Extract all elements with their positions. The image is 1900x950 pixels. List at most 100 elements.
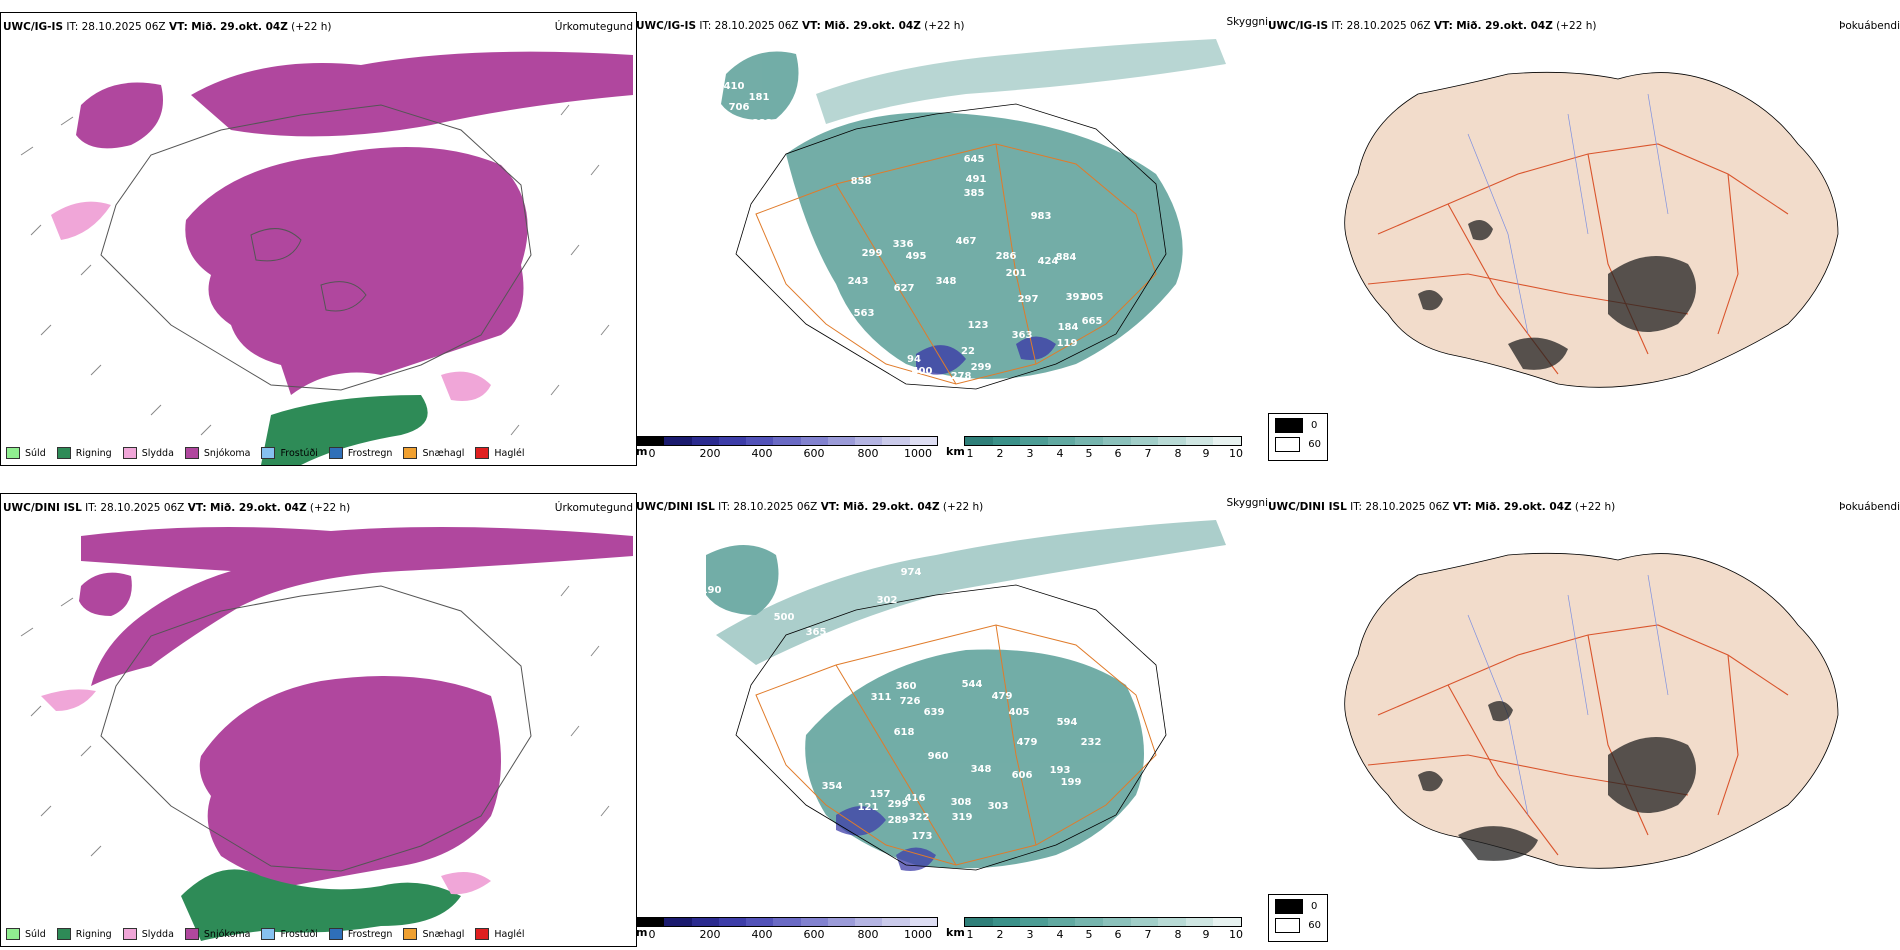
colorbar-tick: 8 <box>1174 928 1182 941</box>
legend-item: Snjókoma <box>184 928 250 940</box>
colorbar-tick: 400 <box>751 447 773 460</box>
cloud-label: 322 <box>909 812 930 823</box>
legend-swatch <box>6 447 20 459</box>
cloud-label: 232 <box>1081 737 1102 748</box>
cloud-label: 286 <box>996 251 1017 262</box>
cloud-label: 726 <box>900 696 921 707</box>
legend-item: Frostúði <box>261 928 318 940</box>
cloud-label: 960 <box>928 751 949 762</box>
cloud-label: 618 <box>894 727 915 738</box>
cloud-label: 606 <box>1012 770 1033 781</box>
cloud-label: 297 <box>1018 294 1039 305</box>
cloud-label: 883 <box>752 118 773 129</box>
cloud-map: 410 181 706 883 437 418 858 645 491 385 … <box>721 39 1226 409</box>
cloud-label: 289 <box>788 223 809 234</box>
colorbar-tick: 4 <box>1056 447 1064 460</box>
legend-swatch <box>184 928 199 940</box>
legend-swatch <box>328 928 343 940</box>
precip-panel-dini: UWC/DINI ISL IT: 28.10.2025 06Z VT: Mið.… <box>0 493 637 947</box>
legend-swatch <box>56 447 71 459</box>
colorbar-unit: km <box>946 926 965 939</box>
panel-header: UWC/DINI ISL IT: 28.10.2025 06Z VT: Mið.… <box>1268 501 1616 513</box>
legend-item: Frostúði <box>261 447 318 459</box>
colorbar-tick: 6 <box>1114 928 1122 941</box>
colorbar-unit: m <box>636 445 648 458</box>
colorbar-tick: 800 <box>857 447 879 460</box>
legend-swatch <box>122 928 137 940</box>
legend-swatch <box>184 447 199 459</box>
cloud-label: 119 <box>1057 338 1078 349</box>
cloud-label: 336 <box>893 239 914 250</box>
cloud-label: 348 <box>971 764 992 775</box>
cloud-label: 181 <box>749 92 770 103</box>
cloud-label: 491 <box>966 174 987 185</box>
cloud-label: 858 <box>851 176 872 187</box>
cloud-label: 22 <box>961 346 975 357</box>
colorbar-tick: 2 <box>996 928 1004 941</box>
legend-swatch <box>403 928 418 940</box>
fog-panel-ig: UWC/IG-IS IT: 28.10.2025 06Z VT: Mið. 29… <box>1268 12 1900 464</box>
cloud-label: 348 <box>936 276 957 287</box>
panel-header: UWC/DINI ISL IT: 28.10.2025 06Z VT: Mið.… <box>3 502 351 514</box>
legend-item: Frostregn <box>328 928 392 940</box>
cloud-map: 974 190 302 500 365 360 544 311 726 479 … <box>701 520 1226 871</box>
colorbar-tick: 1000 <box>904 447 932 460</box>
legend-swatch <box>6 928 20 940</box>
legend-item: Frostregn <box>328 447 392 459</box>
colorbar-tick: 400 <box>751 928 773 941</box>
cloud-label: 299 <box>971 362 992 373</box>
cloud-label: 302 <box>877 595 898 606</box>
cloud-label: 278 <box>951 371 972 382</box>
cloud-label: 410 <box>724 81 745 92</box>
legend-swatch <box>1275 437 1301 452</box>
legend-item: Rigning <box>56 928 112 940</box>
colorbar-tick: 10 <box>1229 447 1243 460</box>
colorbar-tick: 3 <box>1026 928 1034 941</box>
visibility-colorbar: km 1 2 3 4 5 6 7 8 9 10 <box>946 436 1243 460</box>
legend-swatch <box>475 928 490 940</box>
cloud-label: 243 <box>848 276 869 287</box>
colorbar-tick: 5 <box>1085 928 1093 941</box>
panel-header: UWC/IG-IS IT: 28.10.2025 06Z VT: Mið. 29… <box>636 20 965 32</box>
cloud-label: 479 <box>992 691 1013 702</box>
cloud-label: 495 <box>906 251 927 262</box>
colorbar-tick: 600 <box>803 447 825 460</box>
colorbar-tick: 1000 <box>904 928 932 941</box>
panel-title: Úrkomutegund <box>554 502 633 514</box>
colorbar-tick: 9 <box>1202 447 1210 460</box>
colorbar-unit: km <box>946 445 965 458</box>
panel-header: UWC/IG-IS IT: 28.10.2025 06Z VT: Mið. 29… <box>3 21 332 33</box>
cloud-label: 665 <box>1082 316 1103 327</box>
precip-legend: Súld Rigning Slydda Snjókoma Frostúði Fr… <box>6 447 536 459</box>
cloud-label: 385 <box>964 188 985 199</box>
colorbar-tick: 7 <box>1144 447 1152 460</box>
colorbar-tick: 200 <box>699 928 721 941</box>
cloud-label: 153 <box>909 398 930 409</box>
cloud-label: 363 <box>1012 330 1033 341</box>
cloud-label: 479 <box>1017 737 1038 748</box>
cloud-label: 157 <box>870 789 891 800</box>
colorbar-tick: 600 <box>803 928 825 941</box>
panel-title: Skyggni <box>1226 16 1269 28</box>
precip-map <box>20 527 633 941</box>
cloud-label: 437 <box>772 124 793 135</box>
legend-swatch <box>56 928 71 940</box>
colorbar-unit: m <box>636 926 648 939</box>
cloud-label: 360 <box>896 681 917 692</box>
colorbar-tick: 800 <box>857 928 879 941</box>
legend-swatch <box>1275 899 1303 914</box>
panel-title: Úrkomutegund <box>554 21 633 33</box>
cloud-label: 424 <box>1038 256 1059 267</box>
colorbar-tick: 10 <box>1229 928 1243 941</box>
cloud-label: 594 <box>1057 717 1078 728</box>
cloud-label: 299 <box>888 799 909 810</box>
cloud-label: 563 <box>854 308 875 319</box>
cloud-label: 190 <box>701 585 722 596</box>
fog-legend: 0 60 <box>1268 413 1328 461</box>
cloud-label: 311 <box>871 692 892 703</box>
panel-title: Þokuábendi <box>1839 501 1900 513</box>
cloud-panel-ig: UWC/IG-IS IT: 28.10.2025 06Z VT: Mið. 29… <box>636 12 1268 464</box>
legend-item: Snjókoma <box>184 447 250 459</box>
legend-swatch <box>261 928 276 940</box>
cloud-label: 400 <box>912 366 933 377</box>
